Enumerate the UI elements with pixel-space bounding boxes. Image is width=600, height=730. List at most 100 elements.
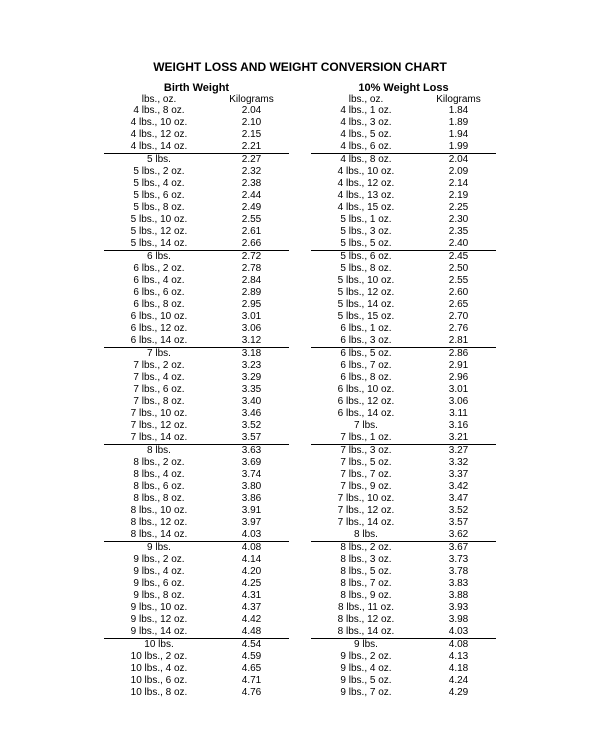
- lbs-oz-cell: 4 lbs., 8 oz.: [311, 154, 421, 166]
- table-row: 7 lbs.3.18: [104, 348, 289, 360]
- kilograms-cell: 3.29: [214, 372, 289, 384]
- kilograms-cell: 3.80: [214, 481, 289, 493]
- kilograms-cell: 3.91: [214, 505, 289, 517]
- table-row: 9 lbs., 6 oz.4.25: [104, 578, 289, 590]
- table-row: 9 lbs., 7 oz.4.29: [311, 687, 496, 699]
- lbs-oz-cell: 6 lbs., 8 oz.: [104, 299, 214, 311]
- birth-weight-subheader-row: lbs., oz. Kilograms: [104, 94, 289, 105]
- table-row: 5 lbs., 4 oz.2.38: [104, 178, 289, 190]
- lbs-oz-cell: 7 lbs., 8 oz.: [104, 396, 214, 408]
- kilograms-cell: 3.12: [214, 335, 289, 347]
- lbs-oz-cell: 8 lbs., 11 oz.: [311, 602, 421, 614]
- lbs-oz-cell: 10 lbs., 6 oz.: [104, 675, 214, 687]
- kilograms-cell: 2.86: [421, 348, 496, 360]
- lbs-oz-cell: 9 lbs., 12 oz.: [104, 614, 214, 626]
- table-row: 10 lbs., 4 oz.4.65: [104, 663, 289, 675]
- lbs-oz-cell: 4 lbs., 10 oz.: [311, 166, 421, 178]
- table-row: 5 lbs., 10 oz.2.55: [311, 275, 496, 287]
- kilograms-cell: 2.19: [421, 190, 496, 202]
- lbs-oz-cell: 6 lbs., 12 oz.: [104, 323, 214, 335]
- table-row: 10 lbs., 8 oz.4.76: [104, 687, 289, 699]
- lbs-oz-cell: 7 lbs., 14 oz.: [311, 517, 421, 529]
- lbs-oz-cell: 5 lbs., 12 oz.: [104, 226, 214, 238]
- lbs-oz-cell: 9 lbs., 8 oz.: [104, 590, 214, 602]
- kilograms-cell: 2.70: [421, 311, 496, 323]
- kilograms-cell: 3.11: [421, 408, 496, 420]
- lbs-oz-cell: 6 lbs., 3 oz.: [311, 335, 421, 347]
- kilograms-cell: 2.35: [421, 226, 496, 238]
- kilograms-cell: 2.84: [214, 275, 289, 287]
- lbs-oz-cell: 9 lbs., 4 oz.: [311, 663, 421, 675]
- kilograms-cell: 3.01: [214, 311, 289, 323]
- lbs-oz-cell: 6 lbs., 2 oz.: [104, 263, 214, 275]
- table-row: 6 lbs., 4 oz.2.84: [104, 275, 289, 287]
- table-row: 5 lbs., 12 oz.2.61: [104, 226, 289, 238]
- kilograms-cell: 2.91: [421, 360, 496, 372]
- kilograms-cell: 2.76: [421, 323, 496, 335]
- lbs-oz-cell: 8 lbs., 14 oz.: [104, 529, 214, 541]
- subheader-kilograms: Kilograms: [214, 94, 289, 105]
- kilograms-cell: 4.76: [214, 687, 289, 699]
- kilograms-cell: 2.45: [421, 251, 496, 263]
- lbs-oz-cell: 8 lbs.: [311, 529, 421, 541]
- kilograms-cell: 3.37: [421, 469, 496, 481]
- table-row: 4 lbs., 13 oz.2.19: [311, 190, 496, 202]
- lbs-oz-cell: 7 lbs., 12 oz.: [311, 505, 421, 517]
- table-row: 7 lbs., 10 oz.3.47: [311, 493, 496, 505]
- lbs-oz-cell: 5 lbs., 12 oz.: [311, 287, 421, 299]
- kilograms-cell: 4.29: [421, 687, 496, 699]
- lbs-oz-cell: 6 lbs., 12 oz.: [311, 396, 421, 408]
- kilograms-cell: 4.31: [214, 590, 289, 602]
- lbs-oz-cell: 8 lbs., 12 oz.: [104, 517, 214, 529]
- document-page: WEIGHT LOSS AND WEIGHT CONVERSION CHART …: [0, 0, 600, 719]
- lbs-oz-cell: 7 lbs., 5 oz.: [311, 457, 421, 469]
- kilograms-cell: 3.42: [421, 481, 496, 493]
- table-row: 9 lbs., 12 oz.4.42: [104, 614, 289, 626]
- kilograms-cell: 2.21: [214, 141, 289, 153]
- kilograms-cell: 4.08: [421, 639, 496, 651]
- kilograms-cell: 3.21: [421, 432, 496, 444]
- kilograms-cell: 4.42: [214, 614, 289, 626]
- table-row: 8 lbs., 6 oz.3.80: [104, 481, 289, 493]
- table-row: 7 lbs., 3 oz.3.27: [311, 445, 496, 457]
- kilograms-cell: 3.47: [421, 493, 496, 505]
- lbs-oz-cell: 6 lbs., 7 oz.: [311, 360, 421, 372]
- table-row: 5 lbs., 6 oz.2.45: [311, 251, 496, 263]
- lbs-oz-cell: 8 lbs., 14 oz.: [311, 626, 421, 638]
- lbs-oz-cell: 6 lbs., 14 oz.: [311, 408, 421, 420]
- kilograms-cell: 4.03: [214, 529, 289, 541]
- kilograms-cell: 4.71: [214, 675, 289, 687]
- kilograms-cell: 3.62: [421, 529, 496, 541]
- table-row: 7 lbs., 1 oz.3.21: [311, 432, 496, 445]
- table-row: 9 lbs.4.08: [104, 542, 289, 554]
- kilograms-cell: 3.06: [214, 323, 289, 335]
- table-row: 10 lbs., 2 oz.4.59: [104, 651, 289, 663]
- table-row: 5 lbs., 8 oz.2.50: [311, 263, 496, 275]
- kilograms-cell: 4.48: [214, 626, 289, 638]
- kilograms-cell: 3.52: [214, 420, 289, 432]
- lbs-oz-cell: 5 lbs., 14 oz.: [311, 299, 421, 311]
- lbs-oz-cell: 4 lbs., 14 oz.: [104, 141, 214, 153]
- table-row: 8 lbs., 7 oz.3.83: [311, 578, 496, 590]
- table-row: 8 lbs., 11 oz.3.93: [311, 602, 496, 614]
- kilograms-cell: 2.55: [214, 214, 289, 226]
- lbs-oz-cell: 5 lbs.: [104, 154, 214, 166]
- kilograms-cell: 4.25: [214, 578, 289, 590]
- kilograms-cell: 2.61: [214, 226, 289, 238]
- kilograms-cell: 3.93: [421, 602, 496, 614]
- table-row: 6 lbs., 1 oz.2.76: [311, 323, 496, 335]
- table-row: 5 lbs., 2 oz.2.32: [104, 166, 289, 178]
- lbs-oz-cell: 7 lbs., 10 oz.: [104, 408, 214, 420]
- table-row: 4 lbs., 3 oz.1.89: [311, 117, 496, 129]
- table-row: 6 lbs., 8 oz.2.95: [104, 299, 289, 311]
- weight-loss-rows: 4 lbs., 1 oz.1.844 lbs., 3 oz.1.894 lbs.…: [311, 105, 496, 699]
- table-row: 6 lbs., 12 oz.3.06: [311, 396, 496, 408]
- kilograms-cell: 4.54: [214, 639, 289, 651]
- kilograms-cell: 3.16: [421, 420, 496, 432]
- lbs-oz-cell: 4 lbs., 6 oz.: [311, 141, 421, 153]
- lbs-oz-cell: 7 lbs., 14 oz.: [104, 432, 214, 444]
- kilograms-cell: 3.57: [421, 517, 496, 529]
- lbs-oz-cell: 8 lbs., 2 oz.: [104, 457, 214, 469]
- table-row: 6 lbs., 10 oz.3.01: [104, 311, 289, 323]
- lbs-oz-cell: 10 lbs., 4 oz.: [104, 663, 214, 675]
